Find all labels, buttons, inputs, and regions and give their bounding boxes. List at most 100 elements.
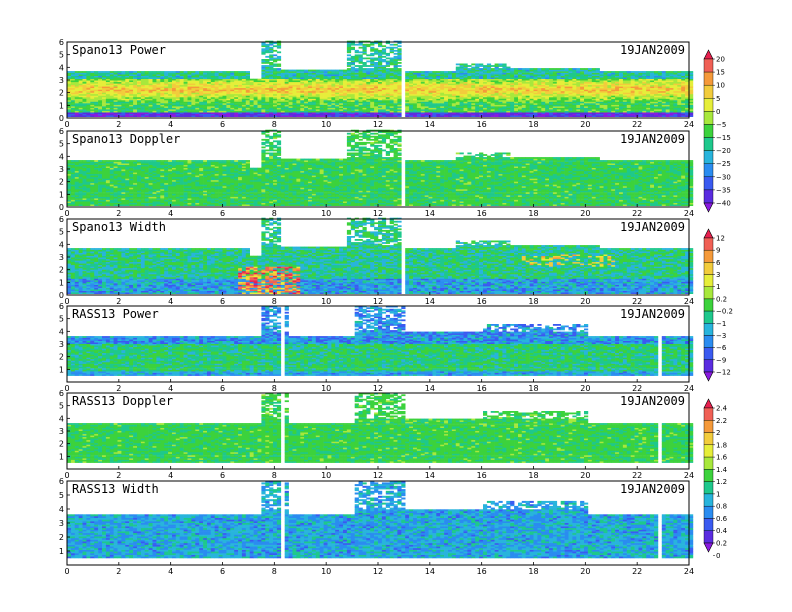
heatmap-cell — [195, 71, 199, 73]
heatmap-cell — [615, 111, 619, 113]
heatmap-cell — [347, 62, 351, 64]
heatmap-cell — [359, 58, 363, 60]
heatmap-cell — [483, 80, 487, 82]
heatmap-cell — [382, 73, 386, 75]
heatmap-cell — [285, 70, 289, 72]
heatmap-cell — [436, 111, 440, 113]
heatmap-cell — [666, 88, 670, 90]
heatmap-cell — [557, 103, 561, 105]
heatmap-cell — [304, 88, 308, 90]
heatmap-cell — [405, 80, 409, 82]
heatmap-cell — [378, 96, 382, 98]
heatmap-cell — [390, 80, 394, 82]
heatmap-cell — [129, 71, 133, 73]
heatmap-cell — [522, 80, 526, 82]
panel-1: 0 2 4 6 8 10 12 14 16 18 20 22 240123456Spano13 Powe… — [59, 38, 694, 129]
heatmap-cell — [561, 88, 565, 90]
heatmap-cell — [662, 103, 666, 105]
heatmap-cell — [545, 73, 549, 75]
heatmap-cell — [537, 103, 541, 105]
heatmap-cell — [355, 111, 359, 113]
heatmap-cell — [312, 88, 316, 90]
heatmap-cell — [417, 96, 421, 98]
heatmap-cell — [588, 111, 592, 113]
heatmap-cell — [382, 65, 386, 67]
heatmap-cell — [619, 71, 623, 73]
heatmap-cell — [308, 80, 312, 82]
heatmap-cell — [359, 65, 363, 67]
heatmap-cell — [118, 88, 122, 90]
heatmap-cell — [172, 96, 176, 98]
heatmap-cell — [207, 111, 211, 113]
heatmap-cell — [215, 73, 219, 75]
heatmap-cell — [129, 80, 133, 82]
heatmap-cell — [184, 111, 188, 113]
heatmap-cell — [518, 68, 522, 70]
heatmap-cell — [456, 103, 460, 105]
heatmap-cell — [324, 96, 328, 98]
heatmap-cell — [436, 73, 440, 75]
heatmap-cell — [156, 88, 160, 90]
heatmap-cell — [452, 96, 456, 98]
heatmap-cell — [355, 68, 359, 70]
heatmap-cell — [409, 71, 413, 73]
heatmap-cell — [211, 88, 215, 90]
heatmap-cell — [118, 103, 122, 105]
heatmap-cell — [471, 103, 475, 105]
heatmap-cell — [417, 80, 421, 82]
heatmap-cell — [71, 103, 75, 105]
heatmap-cell — [226, 88, 230, 90]
heatmap-cell — [483, 96, 487, 98]
heatmap-cell — [572, 80, 576, 82]
heatmap-cell — [464, 111, 468, 113]
heatmap-cell — [491, 68, 495, 70]
heatmap-cell — [374, 73, 378, 75]
heatmap-cell — [537, 88, 541, 90]
heatmap-cell — [149, 103, 153, 105]
heatmap-cell — [79, 73, 83, 75]
heatmap-cell — [475, 64, 479, 66]
heatmap-cell — [650, 73, 654, 75]
heatmap-cell — [312, 111, 316, 113]
heatmap-cell — [604, 80, 608, 82]
heatmap-cell — [137, 96, 141, 98]
heatmap-cell — [561, 111, 565, 113]
heatmap-cell — [604, 103, 608, 105]
heatmap-cell — [129, 96, 133, 98]
heatmap-cell — [219, 111, 223, 113]
heatmap-cell — [456, 96, 460, 98]
heatmap-cell — [308, 103, 312, 105]
heatmap-cell — [184, 88, 188, 90]
heatmap-cell — [289, 80, 293, 82]
heatmap-cell — [382, 48, 386, 50]
heatmap-cell — [164, 71, 168, 73]
heatmap-cell — [370, 68, 374, 70]
heatmap-cell — [265, 73, 269, 75]
heatmap-cell — [304, 103, 308, 105]
heatmap-cell — [495, 88, 499, 90]
heatmap-cell — [522, 96, 526, 98]
heatmap-cell — [215, 88, 219, 90]
heatmap-cell — [366, 58, 370, 60]
heatmap-cell — [452, 88, 456, 90]
heatmap-cell — [250, 80, 254, 82]
heatmap-cell — [285, 111, 289, 113]
heatmap-cell — [168, 111, 172, 113]
heatmap-cell — [584, 80, 588, 82]
heatmap-cell — [397, 65, 401, 67]
heatmap-cell — [258, 96, 262, 98]
heatmap-cell — [141, 88, 145, 90]
heatmap-cell — [615, 88, 619, 90]
heatmap-cell — [366, 54, 370, 56]
heatmap-cell — [363, 73, 367, 75]
heatmap-cell — [405, 71, 409, 73]
heatmap-cell — [464, 96, 468, 98]
heatmap-cell — [456, 88, 460, 90]
heatmap-cell — [172, 71, 176, 73]
heatmap-cell — [351, 67, 355, 69]
heatmap-cell — [359, 73, 363, 75]
heatmap-cell — [397, 103, 401, 105]
heatmap-cell — [83, 80, 87, 82]
heatmap-cell — [153, 111, 157, 113]
